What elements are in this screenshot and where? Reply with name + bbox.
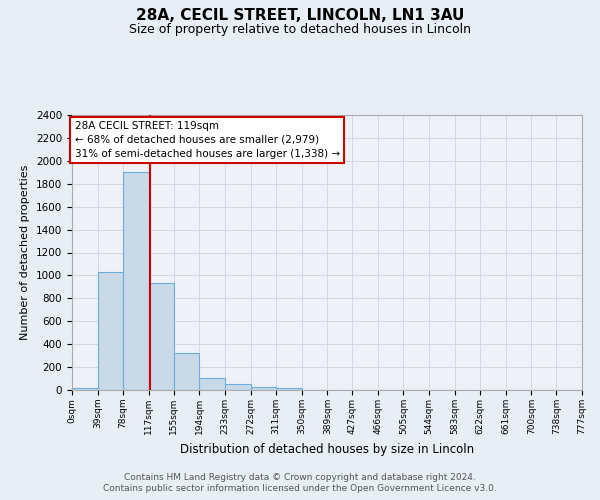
Text: Contains HM Land Registry data © Crown copyright and database right 2024.: Contains HM Land Registry data © Crown c… — [124, 472, 476, 482]
Bar — [251, 386, 276, 390]
Y-axis label: Number of detached properties: Number of detached properties — [20, 165, 31, 340]
Bar — [276, 388, 302, 390]
Bar — [174, 354, 199, 390]
Text: 28A CECIL STREET: 119sqm
← 68% of detached houses are smaller (2,979)
31% of sem: 28A CECIL STREET: 119sqm ← 68% of detach… — [74, 120, 340, 158]
Bar — [199, 378, 225, 390]
Bar — [98, 272, 123, 390]
Text: Distribution of detached houses by size in Lincoln: Distribution of detached houses by size … — [180, 442, 474, 456]
Bar — [225, 384, 251, 390]
Text: Contains public sector information licensed under the Open Government Licence v3: Contains public sector information licen… — [103, 484, 497, 493]
Text: 28A, CECIL STREET, LINCOLN, LN1 3AU: 28A, CECIL STREET, LINCOLN, LN1 3AU — [136, 8, 464, 22]
Bar — [149, 284, 174, 390]
Bar — [72, 388, 98, 390]
Text: Size of property relative to detached houses in Lincoln: Size of property relative to detached ho… — [129, 22, 471, 36]
Bar — [123, 172, 149, 390]
